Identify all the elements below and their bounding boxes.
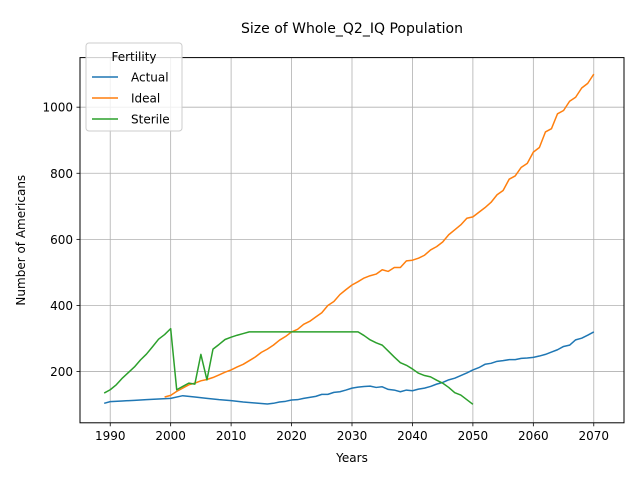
series-line-sterile <box>103 327 474 405</box>
legend-label-actual: Actual <box>131 71 169 85</box>
y-tick-label: 200 <box>50 365 73 379</box>
legend-items: Actual Ideal Sterile <box>92 71 170 127</box>
gridlines <box>80 57 624 423</box>
x-tick-label: 1990 <box>95 429 126 443</box>
plot-lines <box>103 73 595 405</box>
chart-title: Size of Whole_Q2_IQ Population <box>241 21 463 37</box>
x-tick-label: 2070 <box>579 429 610 443</box>
axis-ticks: 1990 2000 2010 2020 2030 2040 2050 2060 2070 200 4… <box>42 101 609 443</box>
y-tick-label: 600 <box>50 233 73 247</box>
series-line-actual <box>103 331 595 405</box>
x-tick-label: 2050 <box>458 429 489 443</box>
x-tick-label: 2020 <box>276 429 307 443</box>
y-tick-label: 1000 <box>42 101 73 115</box>
x-tick-label: 2040 <box>397 429 428 443</box>
y-tick-label: 400 <box>50 299 73 313</box>
y-axis-label: Number of Americans <box>14 175 28 306</box>
x-tick-label: 2060 <box>518 429 549 443</box>
x-tick-label: 2010 <box>216 429 247 443</box>
legend-label-sterile: Sterile <box>131 113 170 127</box>
series-line-ideal <box>164 73 595 398</box>
legend-box <box>85 42 183 132</box>
legend: Fertility Actual Ideal Sterile <box>85 42 183 132</box>
x-axis-label: Years <box>335 451 368 465</box>
legend-title: Fertility <box>111 50 156 64</box>
y-tick-label: 800 <box>50 167 73 181</box>
legend-label-ideal: Ideal <box>131 92 160 106</box>
x-tick-label: 2030 <box>337 429 368 443</box>
x-tick-label: 2000 <box>155 429 186 443</box>
